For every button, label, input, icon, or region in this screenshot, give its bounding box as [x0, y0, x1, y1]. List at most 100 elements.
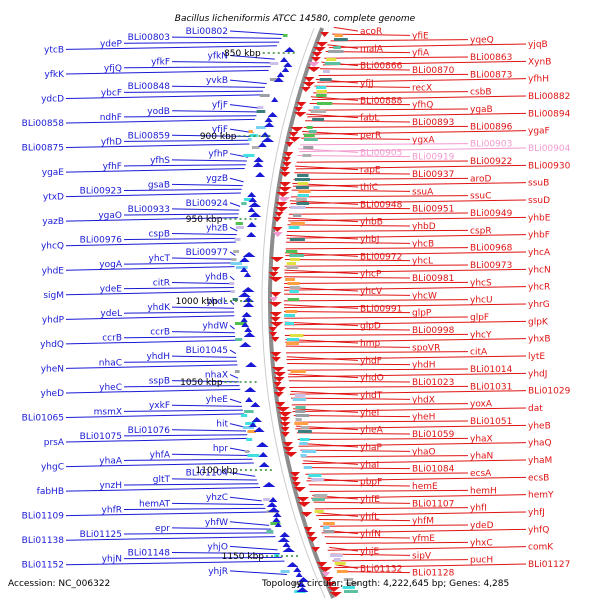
reverse-gene-label: BLi00882 [528, 92, 570, 102]
gene-label-line [123, 556, 283, 560]
gene-label-line [284, 299, 469, 302]
forward-gene-label: BLi01075 [80, 432, 122, 442]
forward-gene-label: BLi00875 [22, 144, 64, 154]
forward-gene-label: BLi01104 [186, 469, 229, 479]
gene-label-line [330, 553, 411, 556]
gene-label-line [123, 139, 251, 142]
reverse-gene-label: hemE [412, 482, 438, 492]
feature-strip [235, 222, 243, 225]
forward-gene-label: gltT [153, 475, 171, 485]
feature-strip [323, 522, 335, 525]
reverse-gene-label: yhcY [470, 330, 492, 340]
reverse-gene-label: yhcS [470, 278, 492, 288]
gene-label-line [229, 226, 238, 232]
reverse-gene-label: yhcR [528, 283, 550, 293]
gene-label-line [287, 229, 469, 233]
feature-strip [299, 442, 308, 445]
forward-gene-arrow [248, 202, 262, 207]
gene-label-line [286, 356, 359, 361]
forward-gene-arrow [246, 222, 257, 227]
reverse-gene-label: BLi00951 [412, 205, 454, 215]
feature-strip [290, 222, 305, 225]
forward-gene-arrow [276, 72, 285, 77]
forward-gene-label: yazB [42, 217, 64, 227]
feature-strip [235, 266, 248, 269]
forward-gene-arrow [286, 562, 299, 567]
reverse-gene-label: BLi00888 [360, 96, 403, 106]
feature-strip [230, 262, 242, 265]
reverse-gene-arrow [301, 87, 311, 92]
reverse-gene-label: yhfN [360, 530, 381, 540]
feature-strip [301, 450, 317, 453]
feature-strip [290, 258, 301, 261]
gene-label-line [296, 432, 411, 435]
reverse-gene-arrow [302, 82, 316, 87]
reverse-gene-arrow [311, 547, 321, 552]
kbp-tick-label: 950 kbp [186, 215, 223, 225]
gene-label-line [324, 536, 411, 539]
reverse-gene-label: BLi00972 [360, 252, 402, 262]
reverse-gene-label: yhdH [412, 361, 436, 371]
feature-strip [334, 34, 343, 37]
inner-backbone [261, 27, 326, 599]
feature-strip [333, 558, 341, 561]
reverse-gene-arrow [315, 42, 328, 47]
gene-label-line [321, 528, 527, 534]
forward-gene-label: BLi00933 [128, 205, 170, 215]
reverse-gene-label: yhjE [360, 547, 380, 557]
reverse-gene-label: yhcU [470, 296, 493, 306]
feature-strip [290, 206, 306, 209]
feature-strip [285, 310, 298, 313]
feature-strip [232, 298, 238, 301]
forward-gene-label: ydcD [41, 94, 64, 104]
reverse-gene-arrow [285, 142, 294, 147]
reverse-gene-arrow [268, 302, 282, 307]
reverse-gene-label: yhbJ [360, 235, 379, 245]
forward-gene-arrow [258, 142, 267, 147]
gene-label-line [171, 478, 257, 481]
accession-text: Accession: NC_006322 [8, 579, 110, 589]
feature-strip [297, 174, 309, 177]
reverse-gene-label: BLi00903 [470, 140, 512, 150]
gene-label-line [309, 489, 469, 493]
reverse-gene-arrow [268, 327, 278, 332]
gene-label-line [171, 36, 282, 39]
reverse-gene-label: ygxA [412, 135, 435, 145]
reverse-gene-label: yfiE [412, 31, 429, 41]
reverse-gene-label: spoVR [412, 343, 440, 353]
kbp-tick-label: 1050 kbp [180, 378, 223, 388]
reverse-gene-label: pbpF [360, 478, 382, 488]
forward-gene-arrow [241, 287, 255, 292]
reverse-gene-arrow [290, 472, 301, 477]
reverse-gene-label: hmp [360, 339, 380, 349]
feature-strip [323, 530, 335, 533]
forward-gene-label: yfkN [208, 52, 228, 62]
feature-strip [243, 154, 255, 157]
forward-gene-arrow [245, 362, 257, 367]
reverse-gene-label: yhdO [360, 374, 384, 384]
reverse-gene-arrow [279, 417, 291, 422]
feature-strip [286, 266, 299, 269]
forward-gene-label: yhdW [202, 321, 228, 331]
reverse-gene-arrow [322, 577, 334, 582]
gene-label-line [308, 484, 411, 487]
reverse-gene-label: yhfI [470, 504, 487, 514]
reverse-gene-arrow [283, 447, 294, 452]
reverse-gene-label: thiC [360, 183, 378, 193]
forward-gene-label: BLi01148 [128, 548, 171, 558]
reverse-gene-label: BLi01014 [470, 365, 513, 375]
gene-label-line [229, 472, 256, 477]
reverse-gene-arrow [282, 157, 291, 162]
gene-label-line [287, 368, 469, 371]
feature-strip [244, 450, 249, 453]
reverse-gene-arrow [327, 587, 340, 592]
gene-label-line [327, 44, 359, 49]
gene-label-line [123, 188, 242, 192]
gene-label-line [308, 108, 469, 111]
reverse-gene-arrow [307, 537, 318, 542]
gene-label-line [297, 437, 469, 441]
forward-gene-label: yfhP [208, 150, 228, 160]
reverse-gene-label: BLi01127 [528, 560, 570, 570]
reverse-gene-label: BLi00968 [470, 244, 513, 254]
reverse-gene-arrow [303, 77, 315, 82]
